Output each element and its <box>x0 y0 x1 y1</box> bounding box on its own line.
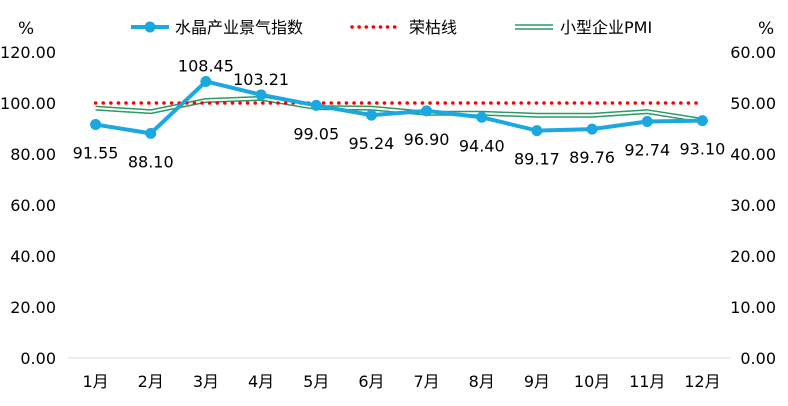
left-tick-label: 20.00 <box>10 298 56 317</box>
data-label-crystal-index: 103.21 <box>233 70 289 89</box>
series-point-crystal-index <box>255 89 267 101</box>
x-tick-label: 7月 <box>413 372 439 391</box>
data-label-crystal-index: 89.17 <box>514 150 560 169</box>
series-point-crystal-index <box>310 99 322 111</box>
left-tick-label: 60.00 <box>10 196 56 215</box>
right-tick-label: 10.00 <box>730 298 776 317</box>
right-tick-label: 30.00 <box>730 196 776 215</box>
right-tick-label: 60.00 <box>730 43 776 62</box>
series-point-crystal-index <box>586 123 598 135</box>
data-label-crystal-index: 94.40 <box>459 136 505 155</box>
x-tick-label: 11月 <box>629 372 665 391</box>
x-tick-label: 2月 <box>138 372 164 391</box>
x-tick-label: 10月 <box>574 372 610 391</box>
series-point-crystal-index <box>365 109 377 121</box>
x-tick-label: 4月 <box>248 372 274 391</box>
data-label-crystal-index: 93.10 <box>680 140 726 159</box>
series-point-crystal-index <box>531 125 543 137</box>
right-tick-label: 20.00 <box>730 247 776 266</box>
data-label-crystal-index: 92.74 <box>624 141 670 160</box>
left-axis-unit: % <box>18 19 34 39</box>
series-point-crystal-index <box>421 105 433 117</box>
right-tick-label: 50.00 <box>730 94 776 113</box>
legend-item-crystal-index: 水晶产业景气指数 <box>131 18 303 37</box>
series-line-small-pmi-inner <box>95 97 703 122</box>
x-axis-ticks: 1月 2月 3月 4月 5月 6月 7月 8月 9月 10月 11月 12月 <box>82 372 720 391</box>
left-tick-label: 0.00 <box>20 349 56 368</box>
x-tick-label: 5月 <box>303 372 329 391</box>
right-axis-ticks: 0.00 10.00 20.00 30.00 40.00 50.00 60.00 <box>730 43 776 368</box>
legend-label-boom-bust-line: 荣枯线 <box>409 18 457 37</box>
left-tick-label: 100.00 <box>0 94 56 113</box>
left-tick-label: 80.00 <box>10 145 56 164</box>
right-tick-label: 0.00 <box>740 349 776 368</box>
x-tick-label: 8月 <box>469 372 495 391</box>
data-label-crystal-index: 89.76 <box>569 148 615 167</box>
data-label-crystal-index: 96.90 <box>404 130 450 149</box>
series-point-crystal-index <box>90 119 102 131</box>
x-tick-label: 9月 <box>524 372 550 391</box>
series-point-crystal-index <box>200 75 212 87</box>
series-point-crystal-index <box>145 127 157 139</box>
data-label-crystal-index: 108.45 <box>178 56 234 75</box>
legend-label-crystal-index: 水晶产业景气指数 <box>175 18 303 37</box>
x-tick-label: 6月 <box>358 372 384 391</box>
legend-item-small-pmi: 小型企业PMI <box>515 18 652 37</box>
data-label-crystal-index: 88.10 <box>128 152 174 171</box>
legend-label-small-pmi: 小型企业PMI <box>560 18 652 37</box>
right-tick-label: 40.00 <box>730 145 776 164</box>
series-small-pmi <box>95 95 703 123</box>
x-tick-label: 1月 <box>82 372 108 391</box>
x-tick-label: 3月 <box>193 372 219 391</box>
series-line-crystal-index <box>95 79 703 136</box>
data-label-crystal-index: 99.05 <box>293 124 339 143</box>
series-point-crystal-index <box>641 116 653 128</box>
legend: 水晶产业景气指数 荣枯线 小型企业PMI <box>131 18 652 37</box>
series-point-crystal-index <box>476 111 488 123</box>
series-crystal-index <box>90 75 708 139</box>
x-tick-label: 12月 <box>684 372 720 391</box>
left-tick-label: 40.00 <box>10 247 56 266</box>
left-axis-ticks: 0.00 20.00 40.00 60.00 80.00 100.00 120.00 <box>0 43 56 368</box>
data-label-crystal-index: 95.24 <box>349 134 395 153</box>
series-point-crystal-index <box>696 115 708 127</box>
right-axis-unit: % <box>758 19 774 39</box>
data-label-crystal-index: 91.55 <box>73 144 119 163</box>
left-tick-label: 120.00 <box>0 43 56 62</box>
legend-item-boom-bust-line: 荣枯线 <box>350 18 457 37</box>
